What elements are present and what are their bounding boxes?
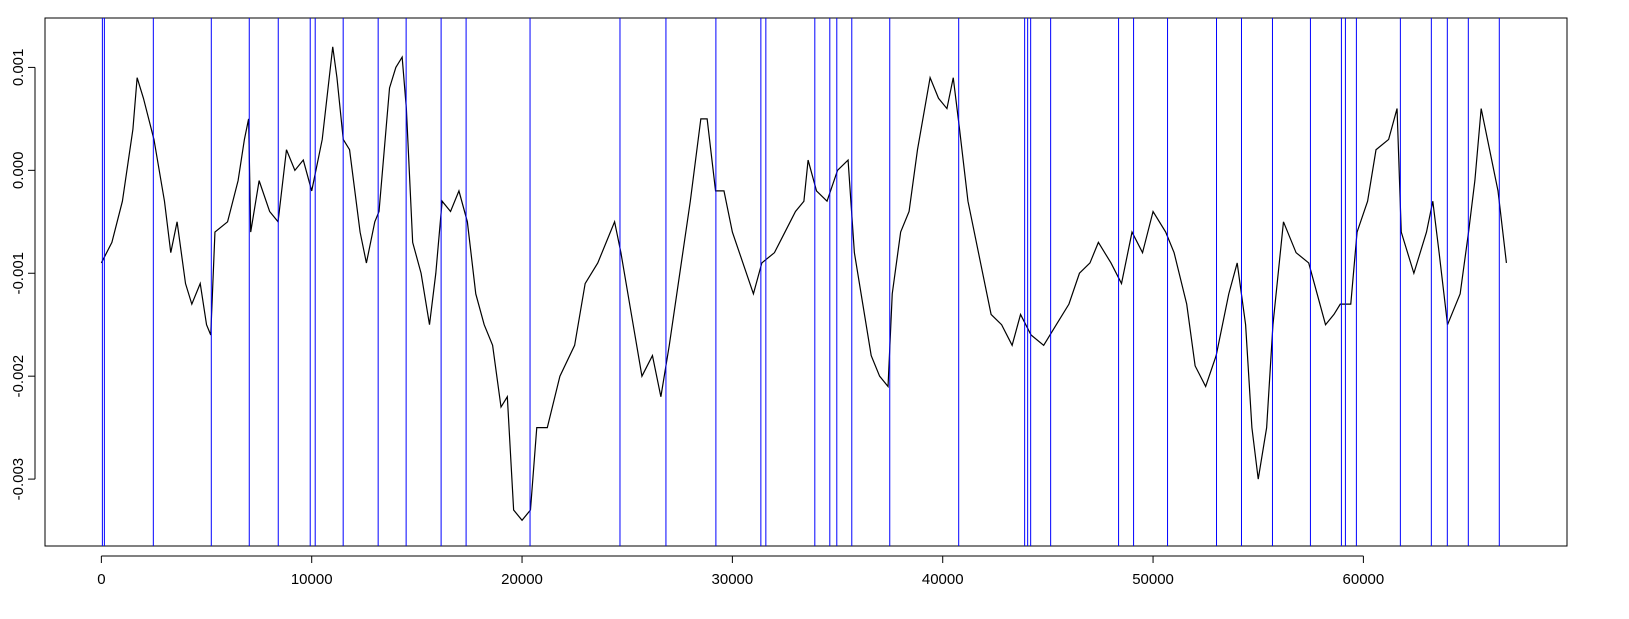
x-tick-label: 20000	[501, 571, 543, 588]
y-tick-label: -0.001	[10, 252, 27, 295]
x-tick-label: 10000	[291, 571, 333, 588]
x-tick-label: 30000	[712, 571, 754, 588]
y-tick-label: 0.000	[10, 152, 27, 190]
x-tick-label: 0	[97, 571, 105, 588]
y-tick-label: -0.003	[10, 458, 27, 501]
x-tick-label: 40000	[922, 571, 964, 588]
plot-box	[44, 17, 1568, 547]
x-tick-label: 50000	[1132, 571, 1174, 588]
data-line	[100, 46, 1508, 522]
y-tick-label: 0.001	[10, 49, 27, 87]
y-tick-label: -0.002	[10, 355, 27, 398]
x-tick-label: 60000	[1343, 571, 1385, 588]
